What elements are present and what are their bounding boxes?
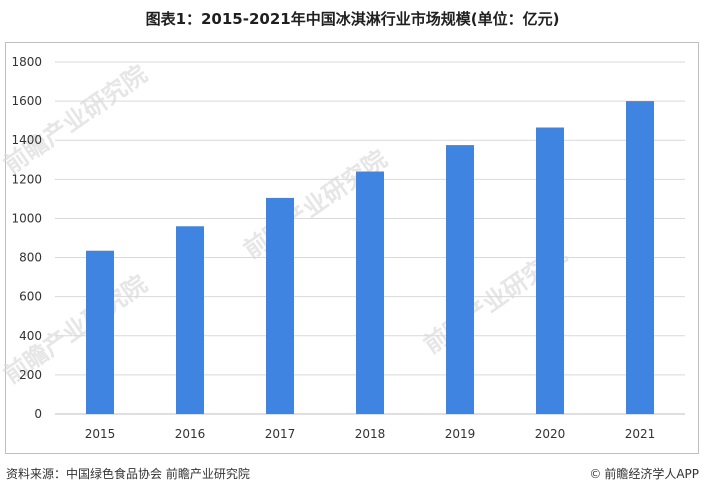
x-tick-label: 2018 bbox=[355, 427, 386, 441]
bar-2020 bbox=[536, 127, 564, 414]
x-tick-label: 2016 bbox=[175, 427, 206, 441]
chart-title: 图表1：2015-2021年中国冰淇淋行业市场规模(单位：亿元) bbox=[145, 10, 560, 28]
y-tick-label: 1400 bbox=[11, 133, 42, 147]
brand-label: © 前瞻经济学人APP bbox=[589, 465, 699, 482]
x-tick-label: 2019 bbox=[445, 427, 476, 441]
bar-2021 bbox=[626, 101, 654, 414]
y-tick-label: 600 bbox=[19, 290, 42, 304]
y-tick-label: 1200 bbox=[11, 172, 42, 186]
y-tick-label: 200 bbox=[19, 368, 42, 382]
source-note: 资料来源：中国绿色食品协会 前瞻产业研究院 bbox=[6, 467, 250, 481]
chart-frame bbox=[5, 42, 699, 454]
x-tick-label: 2015 bbox=[85, 427, 116, 441]
x-tick-label: 2021 bbox=[625, 427, 656, 441]
y-tick-label: 800 bbox=[19, 251, 42, 265]
x-tick-label: 2020 bbox=[535, 427, 566, 441]
y-tick-label: 1000 bbox=[11, 211, 42, 225]
x-tick-label: 2017 bbox=[265, 427, 296, 441]
y-tick-label: 0 bbox=[34, 407, 42, 421]
bar-2019 bbox=[446, 145, 474, 414]
y-tick-label: 1600 bbox=[11, 94, 42, 108]
y-tick-label: 1800 bbox=[11, 55, 42, 69]
bar-2015 bbox=[86, 250, 114, 414]
y-axis-ticks: 0 200 400 600 800 1000 1200 1400 1600 1800 bbox=[11, 55, 42, 421]
copyright-icon: © bbox=[589, 467, 602, 481]
x-axis-ticks: 2015 2016 2017 2018 2019 2020 2021 bbox=[85, 427, 656, 441]
bar-2018 bbox=[356, 171, 384, 414]
bar-2016 bbox=[176, 226, 204, 414]
bar-2017 bbox=[266, 197, 294, 414]
y-tick-label: 400 bbox=[19, 329, 42, 343]
bar-layer bbox=[86, 101, 654, 414]
brand-text: 前瞻经济学人APP bbox=[604, 467, 699, 481]
